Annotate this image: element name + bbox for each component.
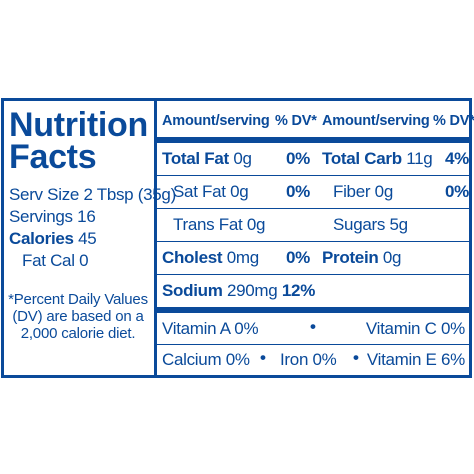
fiber: Fiber 0g <box>333 182 393 202</box>
cholesterol: Cholest 0mg <box>162 248 259 268</box>
total-carb: Total Carb 11g <box>322 149 433 169</box>
header-dv-1: % DV* <box>275 113 317 129</box>
calories-value: 45 <box>78 229 97 248</box>
cholesterol-amount: 0mg <box>226 248 259 267</box>
label-title: Nutrition Facts <box>9 106 148 176</box>
vertical-divider <box>154 101 157 375</box>
row-rule <box>157 274 469 275</box>
total-fat-amount: 0g <box>233 149 252 168</box>
sodium: Sodium 290mg 12% <box>162 281 315 301</box>
iron: Iron 0% <box>280 350 337 369</box>
bullet-separator: • <box>260 348 266 367</box>
row-rule <box>157 175 469 176</box>
total-carb-amount: 11g <box>406 149 433 168</box>
vitamin-e: Vitamin E 6% <box>366 350 465 369</box>
protein-label: Protein <box>322 248 379 267</box>
nutrient-table: Amount/serving % DV* Amount/serving % DV… <box>157 101 474 375</box>
total-fat: Total Fat 0g <box>162 149 252 169</box>
daily-value-footnote: *Percent Daily Values (DV) are based on … <box>8 291 148 342</box>
sat-fat-amount: 0g <box>230 182 249 201</box>
sodium-amount: 290mg <box>226 281 278 300</box>
servings: Servings 16 <box>9 207 96 226</box>
sat-fat-dv: 0% <box>286 182 310 201</box>
sat-fat: Sat Fat 0g <box>173 182 249 202</box>
header-dv-2: % DV* <box>433 113 474 129</box>
serving-size: Serv Size 2 Tbsp (35g) <box>9 185 176 204</box>
sodium-dv: 12% <box>281 281 316 300</box>
bullet-separator: • <box>353 348 359 367</box>
sodium-label: Sodium <box>162 281 223 300</box>
left-panel: Nutrition Facts Serv Size 2 Tbsp (35g) S… <box>4 101 176 375</box>
calcium: Calcium 0% <box>162 350 250 369</box>
row-rule <box>157 241 469 242</box>
cholesterol-dv: 0% <box>286 248 310 267</box>
header-amount-2: Amount/serving <box>322 113 430 129</box>
title-line-1: Nutrition <box>9 106 148 144</box>
fiber-label: Fiber <box>333 182 371 201</box>
trans-fat-amount: 0g <box>246 215 266 234</box>
sugars-label: Sugars <box>333 215 386 234</box>
vitamin-c: Vitamin C 0% <box>365 319 465 338</box>
protein: Protein 0g <box>322 248 402 268</box>
header-rule <box>157 137 469 143</box>
trans-fat: Trans Fat 0g <box>173 215 265 235</box>
vitamin-rule <box>157 307 469 313</box>
total-fat-dv: 0% <box>286 149 310 168</box>
calories-line: Calories 45 <box>9 229 97 249</box>
header-amount-1: Amount/serving <box>162 113 270 129</box>
sugars-amount: 5g <box>389 215 409 234</box>
total-fat-label: Total Fat <box>162 149 229 168</box>
total-carb-label: Total Carb <box>322 149 402 168</box>
total-carb-dv: 4% <box>445 149 469 168</box>
row-rule <box>157 208 469 209</box>
cholesterol-label: Cholest <box>162 248 223 267</box>
sat-fat-label: Sat Fat <box>173 182 226 201</box>
title-line-2: Facts <box>9 138 97 176</box>
fat-calories: Fat Cal 0 <box>22 251 89 270</box>
fiber-amount: 0g <box>374 182 394 201</box>
fiber-dv: 0% <box>445 182 469 201</box>
vitamin-a: Vitamin A 0% <box>162 319 259 338</box>
sugars: Sugars 5g <box>333 215 408 235</box>
trans-fat-label: Trans Fat <box>173 215 243 234</box>
bullet-separator: • <box>310 317 316 336</box>
calories-label: Calories <box>9 229 74 248</box>
protein-amount: 0g <box>382 248 402 267</box>
nutrition-label: Nutrition Facts Serv Size 2 Tbsp (35g) S… <box>1 98 474 378</box>
row-rule <box>157 344 469 345</box>
